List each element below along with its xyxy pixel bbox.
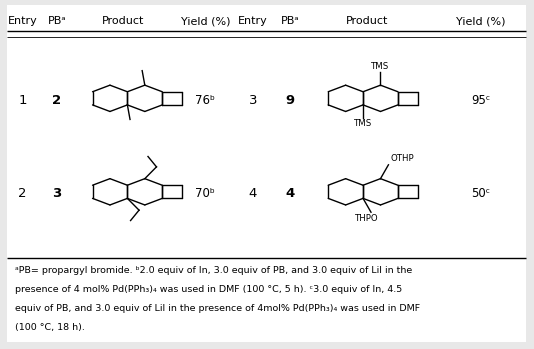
Text: Entry: Entry xyxy=(7,16,37,27)
Text: (100 °C, 18 h).: (100 °C, 18 h). xyxy=(14,324,84,332)
Text: 95ᶜ: 95ᶜ xyxy=(471,94,490,106)
Text: OTHP: OTHP xyxy=(390,154,414,163)
Text: PBᵃ: PBᵃ xyxy=(48,16,66,27)
Text: 70ᵇ: 70ᵇ xyxy=(195,187,215,200)
Text: Entry: Entry xyxy=(238,16,268,27)
Text: 1: 1 xyxy=(18,94,27,106)
Text: Yield (%): Yield (%) xyxy=(180,16,230,27)
Text: 2: 2 xyxy=(18,187,27,200)
Text: equiv of PB, and 3.0 equiv of LiI in the presence of 4mol% Pd(PPh₃)₄ was used in: equiv of PB, and 3.0 equiv of LiI in the… xyxy=(14,304,420,313)
Text: PBᵃ: PBᵃ xyxy=(281,16,300,27)
Text: 76ᵇ: 76ᵇ xyxy=(195,94,215,106)
Text: 4: 4 xyxy=(285,187,295,200)
Text: 4: 4 xyxy=(249,187,257,200)
Text: TMS: TMS xyxy=(371,62,390,70)
Text: Product: Product xyxy=(102,16,144,27)
Text: THPO: THPO xyxy=(355,214,379,223)
Text: TMS: TMS xyxy=(354,119,372,128)
Text: presence of 4 mol% Pd(PPh₃)₄ was used in DMF (100 °C, 5 h). ᶜ3.0 equiv of In, 4.: presence of 4 mol% Pd(PPh₃)₄ was used in… xyxy=(14,285,402,294)
Text: ᵃPB= propargyl bromide. ᵇ2.0 equiv of In, 3.0 equiv of PB, and 3.0 equiv of LiI : ᵃPB= propargyl bromide. ᵇ2.0 equiv of In… xyxy=(14,266,412,275)
Text: 2: 2 xyxy=(52,94,61,106)
Text: 9: 9 xyxy=(286,94,295,106)
Text: Yield (%): Yield (%) xyxy=(456,16,505,27)
Text: 3: 3 xyxy=(52,187,61,200)
Text: 3: 3 xyxy=(249,94,257,106)
Text: 50ᶜ: 50ᶜ xyxy=(471,187,490,200)
Text: Product: Product xyxy=(345,16,388,27)
FancyBboxPatch shape xyxy=(7,5,525,342)
